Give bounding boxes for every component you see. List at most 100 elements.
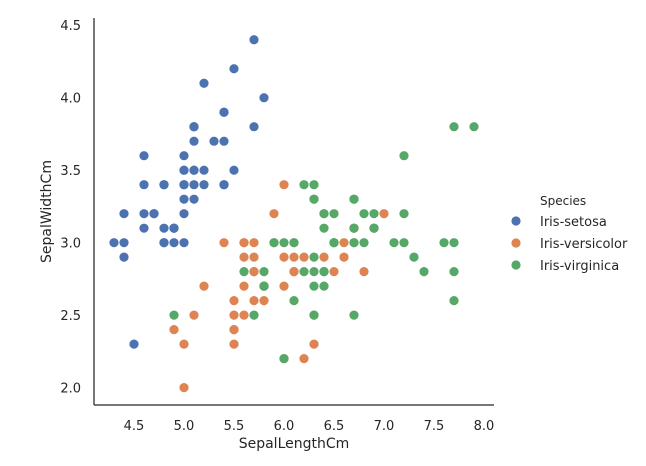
point-iris-virginica xyxy=(349,223,359,233)
point-iris-versicolor xyxy=(289,267,299,277)
x-axis-title: SepalLengthCm xyxy=(239,436,350,452)
point-iris-setosa xyxy=(219,136,229,146)
point-iris-versicolor xyxy=(379,209,389,219)
point-iris-virginica xyxy=(449,296,459,306)
point-iris-versicolor xyxy=(249,296,259,306)
point-iris-versicolor xyxy=(339,238,349,248)
point-iris-versicolor xyxy=(279,252,289,262)
point-iris-versicolor xyxy=(279,180,289,190)
point-iris-virginica xyxy=(259,267,269,277)
point-iris-versicolor xyxy=(229,339,239,349)
point-iris-virginica xyxy=(269,238,279,248)
point-iris-versicolor xyxy=(299,252,309,262)
point-iris-virginica xyxy=(349,310,359,320)
point-iris-versicolor xyxy=(229,310,239,320)
x-tick-label: 8.0 xyxy=(474,419,495,434)
point-iris-setosa xyxy=(179,180,189,190)
point-iris-setosa xyxy=(219,180,229,190)
point-iris-virginica xyxy=(349,238,359,248)
y-tick-labels: 2.0 2.5 3.0 3.5 4.0 4.5 xyxy=(60,19,81,396)
point-iris-setosa xyxy=(209,136,219,146)
y-tick-label: 2.5 xyxy=(60,309,81,324)
y-tick-label: 3.5 xyxy=(60,164,81,179)
point-iris-versicolor xyxy=(239,238,249,248)
point-iris-virginica xyxy=(309,180,319,190)
x-tick-label: 7.0 xyxy=(374,419,395,434)
point-iris-setosa xyxy=(189,136,199,146)
point-iris-virginica xyxy=(289,296,299,306)
point-iris-virginica xyxy=(319,223,329,233)
point-iris-setosa xyxy=(179,165,189,175)
point-iris-virginica xyxy=(399,151,409,161)
point-iris-setosa xyxy=(199,165,209,175)
point-iris-versicolor xyxy=(229,325,239,335)
point-iris-setosa xyxy=(259,93,269,103)
point-iris-versicolor xyxy=(289,252,299,262)
point-iris-setosa xyxy=(229,64,239,74)
point-iris-virginica xyxy=(409,252,419,262)
point-iris-virginica xyxy=(359,209,369,219)
point-iris-virginica xyxy=(449,238,459,248)
point-iris-setosa xyxy=(109,238,119,248)
legend-marker xyxy=(511,216,521,226)
y-axis-title: SepalWidthCm xyxy=(39,160,55,263)
point-iris-versicolor xyxy=(359,267,369,277)
points-layer xyxy=(109,35,479,393)
axes-layer xyxy=(93,18,494,406)
point-iris-versicolor xyxy=(269,209,279,219)
point-iris-setosa xyxy=(169,238,179,248)
point-iris-versicolor xyxy=(179,339,189,349)
x-tick-labels: 4.5 5.0 5.5 6.0 6.5 7.0 7.5 8.0 xyxy=(124,419,495,434)
point-iris-virginica xyxy=(389,238,399,248)
legend-label: Iris-versicolor xyxy=(540,237,628,252)
point-iris-versicolor xyxy=(219,238,229,248)
point-iris-setosa xyxy=(139,209,149,219)
point-iris-setosa xyxy=(159,180,169,190)
point-iris-setosa xyxy=(139,180,149,190)
point-iris-virginica xyxy=(349,194,359,204)
point-iris-setosa xyxy=(119,238,129,248)
point-iris-virginica xyxy=(279,354,289,364)
point-iris-setosa xyxy=(189,165,199,175)
legend-marker xyxy=(511,238,521,248)
legend: Species Iris-setosa Iris-versicolor Iris-v… xyxy=(511,194,628,274)
point-iris-virginica xyxy=(249,310,259,320)
point-iris-virginica xyxy=(469,122,479,132)
point-iris-virginica xyxy=(439,238,449,248)
point-iris-virginica xyxy=(399,238,409,248)
point-iris-setosa xyxy=(229,165,239,175)
point-iris-virginica xyxy=(309,310,319,320)
point-iris-versicolor xyxy=(249,238,259,248)
point-iris-setosa xyxy=(189,122,199,132)
y-tick-label: 3.0 xyxy=(60,237,81,252)
point-iris-setosa xyxy=(179,194,189,204)
y-tick-label: 4.5 xyxy=(60,19,81,34)
point-iris-virginica xyxy=(449,122,459,132)
point-iris-versicolor xyxy=(329,267,339,277)
point-iris-setosa xyxy=(129,339,139,349)
point-iris-setosa xyxy=(189,180,199,190)
point-iris-virginica xyxy=(329,209,339,219)
point-iris-virginica xyxy=(259,281,269,291)
point-iris-setosa xyxy=(179,209,189,219)
point-iris-versicolor xyxy=(169,325,179,335)
point-iris-setosa xyxy=(139,151,149,161)
x-tick-label: 5.0 xyxy=(174,419,195,434)
point-iris-virginica xyxy=(449,267,459,277)
point-iris-virginica xyxy=(329,238,339,248)
point-iris-versicolor xyxy=(189,310,199,320)
point-iris-virginica xyxy=(309,194,319,204)
legend-marker xyxy=(511,260,521,270)
point-iris-versicolor xyxy=(179,383,189,393)
point-iris-setosa xyxy=(199,180,209,190)
point-iris-versicolor xyxy=(239,310,249,320)
point-iris-versicolor xyxy=(259,296,269,306)
point-iris-setosa xyxy=(159,238,169,248)
point-iris-virginica xyxy=(289,238,299,248)
point-iris-setosa xyxy=(199,78,209,88)
x-tick-label: 6.5 xyxy=(324,419,345,434)
x-tick-label: 4.5 xyxy=(124,419,145,434)
point-iris-versicolor xyxy=(249,252,259,262)
point-iris-virginica xyxy=(309,281,319,291)
